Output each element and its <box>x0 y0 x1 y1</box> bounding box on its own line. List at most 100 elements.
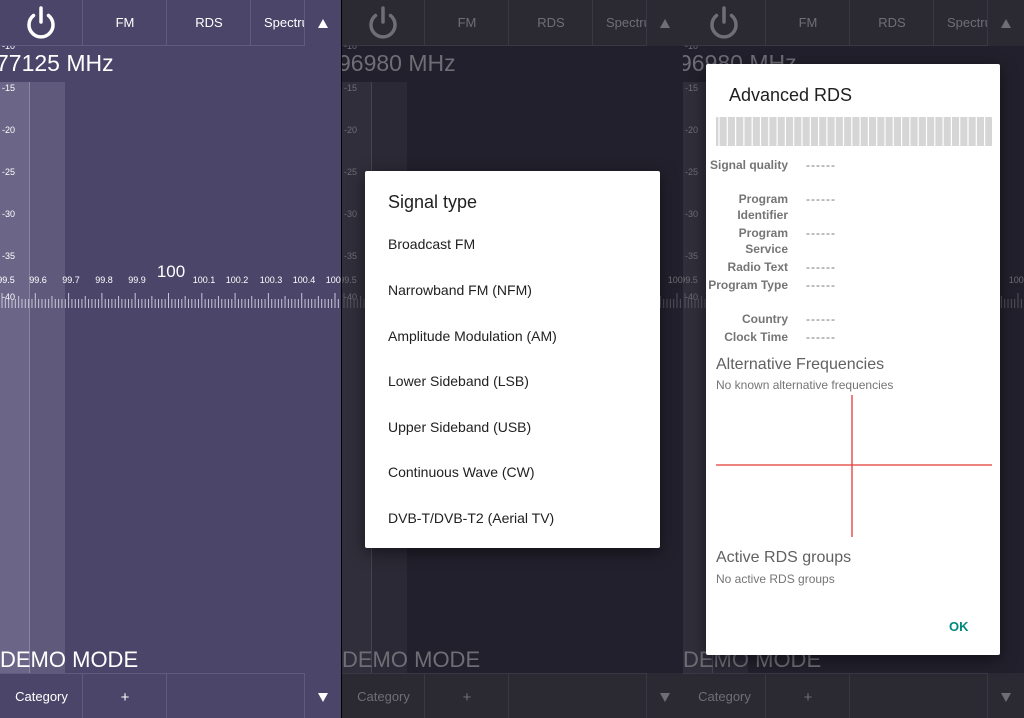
tab-label: Spectrum <box>947 15 987 30</box>
bottom-bar: Category + <box>342 673 683 718</box>
power-icon <box>369 6 397 39</box>
menu-up[interactable] <box>305 0 341 46</box>
screen: -10-15-20-25-30-35-4099.599.699.799.899.… <box>0 0 341 718</box>
signal-option[interactable]: Narrowband FM (NFM) <box>388 282 532 298</box>
power-button[interactable] <box>342 0 425 46</box>
bottom-bar: Category + <box>0 673 341 718</box>
bottom-label: + <box>803 689 813 706</box>
signal-bar <box>716 117 992 146</box>
bottom-cell[interactable]: + <box>425 673 509 718</box>
power-arc <box>369 13 397 39</box>
level-label: -10 <box>344 41 358 51</box>
power-button[interactable] <box>0 0 83 46</box>
level-label: -25 <box>2 167 16 177</box>
frequency-scale-label: 99.6 <box>29 275 47 285</box>
power-button[interactable] <box>683 0 766 46</box>
arrow-down <box>1001 693 1011 702</box>
frequency-scale-label: 100.5 <box>325 275 341 285</box>
field-label: Program Service <box>738 226 788 256</box>
frequency-scale-label: 100 <box>156 262 186 281</box>
arrow-icon <box>318 19 328 28</box>
tab[interactable]: Spectrum <box>593 0 647 46</box>
field-value: ------ <box>806 330 836 344</box>
bottom-cell[interactable]: Category <box>0 673 83 718</box>
menu-up[interactable] <box>988 0 1024 46</box>
signal-option[interactable]: Continuous Wave (CW) <box>388 464 535 480</box>
level-label: -15 <box>344 83 358 93</box>
level-label: -20 <box>685 125 699 135</box>
tab[interactable]: FM <box>425 0 509 46</box>
frequency-scale-label: 100.3 <box>259 275 283 285</box>
signal-option[interactable]: DVB-T/DVB-T2 (Aerial TV) <box>388 510 555 526</box>
arrow-up <box>318 19 328 28</box>
frequency-scale-label: 100.5 <box>667 275 683 285</box>
bottom-cell[interactable] <box>850 673 988 718</box>
section-title: Alternative Frequencies <box>716 356 885 373</box>
bottom-cell[interactable] <box>167 673 305 718</box>
signal-option[interactable]: Lower Sideband (LSB) <box>388 373 529 389</box>
field-label: Country <box>742 312 788 326</box>
level-label: -30 <box>344 209 358 219</box>
bottom-cell[interactable]: Category <box>342 673 425 718</box>
level-label: -35 <box>2 251 16 261</box>
bottom-cell[interactable] <box>509 673 647 718</box>
signal-option[interactable]: Upper Sideband (USB) <box>388 419 532 435</box>
arrow-down <box>660 693 670 702</box>
tab[interactable]: Spectrum <box>934 0 988 46</box>
frequency-readout: 77125 MHz <box>0 50 114 76</box>
arrow-icon <box>660 693 670 702</box>
power-arc <box>710 13 738 39</box>
bottom-label: Category <box>357 689 410 704</box>
tab-label: FM <box>115 15 135 30</box>
field-value: ------ <box>806 260 836 274</box>
tab[interactable]: FM <box>83 0 167 46</box>
bottom-cell[interactable]: Category <box>683 673 766 718</box>
bottom-cell[interactable]: + <box>83 673 167 718</box>
signal-option[interactable]: Amplitude Modulation (AM) <box>388 328 557 344</box>
af-chart <box>716 395 992 537</box>
frequency-scale-label: 99.5 <box>0 275 15 285</box>
level-label: -10 <box>2 41 16 51</box>
tab-label: RDS <box>878 15 906 30</box>
level-label: -30 <box>685 209 699 219</box>
frequency-scale-label: 99.5 <box>342 275 357 285</box>
tuner-strip <box>0 82 29 673</box>
field-value: ------ <box>806 278 836 292</box>
ok-button[interactable]: OK <box>949 619 969 634</box>
toolbar: FM RDS Spectrum <box>0 0 341 46</box>
field-label: Program Identifier <box>737 192 788 222</box>
menu-down[interactable] <box>988 673 1024 718</box>
arrow-icon <box>660 19 670 28</box>
demo-mode: DEMO MODE <box>0 647 139 672</box>
level-label: -25 <box>344 167 358 177</box>
dialog-title: Signal type <box>388 192 478 212</box>
level-label: -40 <box>344 292 358 302</box>
tab[interactable]: Spectrum <box>251 0 305 46</box>
tuner-line <box>29 82 30 673</box>
menu-up[interactable] <box>647 0 683 46</box>
menu-down[interactable] <box>647 673 683 718</box>
bottom-cell[interactable]: + <box>766 673 850 718</box>
arrow-down <box>318 693 328 702</box>
frequency-scale-label: 99.7 <box>62 275 80 285</box>
tab[interactable]: FM <box>766 0 850 46</box>
toolbar: FM RDS Spectrum <box>683 0 1024 46</box>
tab-label: RDS <box>195 15 223 30</box>
tuner-strip <box>29 82 65 673</box>
level-label: -10 <box>685 41 699 51</box>
tab[interactable]: RDS <box>850 0 934 46</box>
level-label: -40 <box>2 292 16 302</box>
tab[interactable]: RDS <box>509 0 593 46</box>
signal-option[interactable]: Broadcast FM <box>388 236 476 252</box>
section-text: No known alternative frequencies <box>716 378 894 392</box>
power-icon <box>710 6 738 39</box>
field-value: ------ <box>806 226 836 240</box>
menu-down[interactable] <box>305 673 341 718</box>
bottom-label: Category <box>698 689 751 704</box>
arrow-icon <box>318 693 328 702</box>
tab[interactable]: RDS <box>167 0 251 46</box>
tab-label: RDS <box>537 15 565 30</box>
ruler <box>1 293 339 308</box>
screen: -10-15-20-25-30-35-4099.599.699.799.899.… <box>342 0 683 718</box>
